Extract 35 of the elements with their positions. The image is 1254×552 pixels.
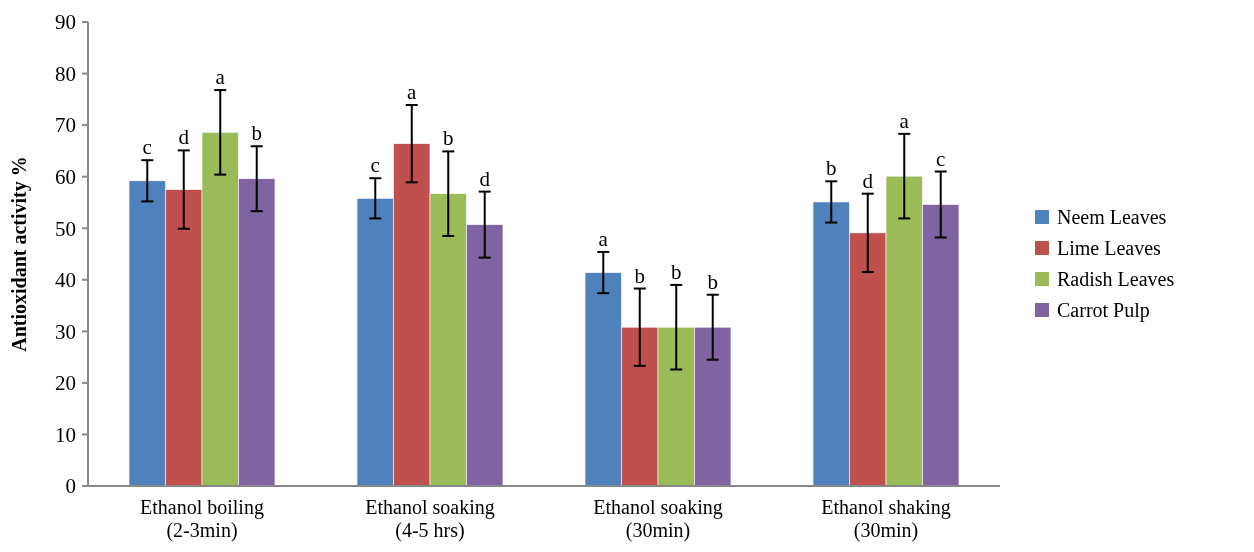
data-label: b — [634, 263, 646, 288]
x-tick-label: Ethanol soaking (4-5 hrs) — [365, 496, 495, 542]
data-label: d — [178, 125, 190, 150]
data-label: d — [479, 166, 491, 191]
y-tick-label: 70 — [55, 113, 76, 138]
x-tick-label: Ethanol shaking (30min) — [821, 496, 951, 542]
data-label: b — [670, 259, 682, 284]
data-label: a — [215, 65, 226, 90]
data-label: c — [370, 153, 380, 178]
data-label: b — [442, 126, 454, 151]
data-label: c — [142, 135, 152, 160]
data-label: d — [862, 168, 874, 193]
legend-label: Lime Leaves — [1057, 237, 1162, 259]
y-tick-label: 40 — [55, 268, 76, 293]
y-tick-label: 50 — [55, 216, 76, 241]
data-label: b — [826, 156, 837, 181]
legend-label: Carrot Pulp — [1057, 299, 1150, 322]
x-tick-label: Ethanol boiling (2-3min) — [140, 496, 264, 542]
y-axis-title: Antioxidant activity % — [8, 156, 31, 352]
data-label: a — [598, 226, 609, 251]
y-tick-label: 10 — [55, 422, 76, 447]
y-tick-label: 20 — [55, 371, 76, 396]
y-tick-label: 60 — [55, 165, 76, 190]
y-tick-label: 90 — [55, 10, 76, 35]
x-tick-label: Ethanol soaking (30min) — [593, 496, 723, 542]
y-tick-label: 80 — [55, 61, 76, 86]
data-label: b — [251, 121, 262, 146]
y-tick-label: 30 — [55, 319, 76, 344]
y-tick-label: 0 — [65, 474, 76, 499]
data-label: b — [707, 269, 718, 294]
legend-label: Neem Leaves — [1057, 206, 1167, 228]
data-label: a — [899, 108, 910, 133]
data-label: a — [407, 80, 418, 104]
legend-label: Radish Leaves — [1057, 268, 1175, 290]
data-label: c — [936, 146, 946, 171]
